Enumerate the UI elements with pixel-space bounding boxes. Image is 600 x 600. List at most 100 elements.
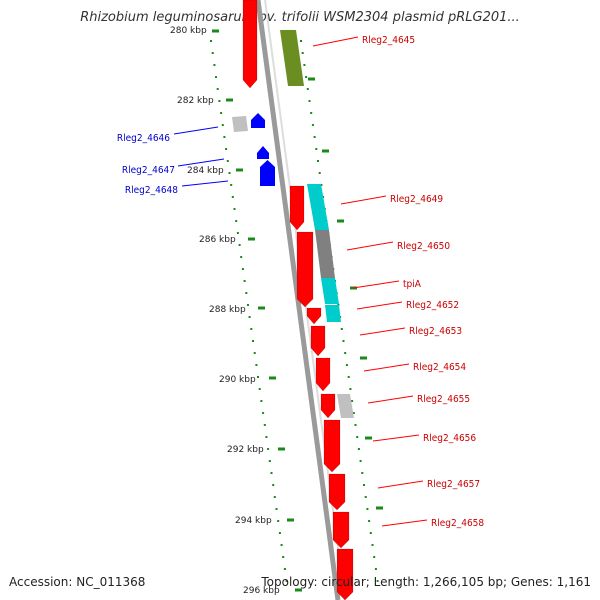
track-dot xyxy=(215,76,217,78)
track-dot xyxy=(210,40,212,42)
forward-gene-arrow xyxy=(332,511,350,549)
kbp-label: 294 kbp xyxy=(235,516,272,526)
track-dot xyxy=(236,232,239,234)
light-gray-feature xyxy=(232,116,248,132)
gray-feature xyxy=(315,230,335,278)
gene-leader-line xyxy=(377,480,424,489)
track-dot xyxy=(366,508,369,510)
map-title: Rhizobium leguminosarum bv. trifolii WSM… xyxy=(80,10,520,25)
gene-label: Rleg2_4658 xyxy=(431,518,484,529)
track-dot xyxy=(216,88,219,90)
gene-label: Rleg2_4657 xyxy=(427,479,480,490)
forward-gene-arrow xyxy=(320,393,336,419)
gene-leader-line xyxy=(181,180,229,187)
track-dot xyxy=(361,472,364,474)
cyan-feature xyxy=(321,278,339,304)
track-dot xyxy=(220,112,223,114)
gene-labels: Rleg2_4645 Rleg2_4646 Rleg2_4647 Rleg2_4648… xyxy=(117,35,485,529)
gene-leader-line xyxy=(356,301,403,310)
track-dot xyxy=(313,136,316,138)
reverse-gene-arrow xyxy=(257,146,269,159)
track-dot xyxy=(226,160,229,162)
track-dot xyxy=(351,400,354,402)
gene-label: Rleg2_4645 xyxy=(362,35,415,46)
track-dot xyxy=(262,412,265,414)
track-dot xyxy=(277,520,280,522)
track-dot xyxy=(258,388,261,390)
track-dot xyxy=(267,448,270,450)
track-dot xyxy=(301,52,304,54)
track-dot xyxy=(374,568,377,570)
track-dot xyxy=(282,556,285,558)
track-dot xyxy=(245,292,248,294)
track-dot xyxy=(359,460,362,462)
track-dot xyxy=(211,52,214,54)
cyan-feature xyxy=(307,184,329,230)
gene-label: Rleg2_4652 xyxy=(406,300,459,311)
track-dot xyxy=(320,184,323,186)
kbp-label: 284 kbp xyxy=(187,166,224,176)
reverse-gene-arrow xyxy=(251,113,265,128)
track-dot xyxy=(230,184,233,186)
forward-gene-arrow xyxy=(310,325,326,357)
track-dot xyxy=(318,172,321,174)
kbp-ticks: 280 kbp 282 kbp 284 kbp 286 kbp 288 kbp 290 k… xyxy=(170,26,383,596)
track-dot xyxy=(342,340,345,342)
gene-label: tpiA xyxy=(403,279,422,290)
gene-leader-line xyxy=(372,434,420,442)
track-dot xyxy=(233,208,236,210)
track-dot xyxy=(270,472,273,474)
track-dot xyxy=(311,124,314,126)
track-dot xyxy=(228,172,231,174)
gene-leader-line xyxy=(177,158,225,167)
track-dot xyxy=(300,40,302,42)
track-dot xyxy=(315,148,318,150)
track-dot xyxy=(250,328,253,330)
track-dot xyxy=(218,100,221,102)
track-dot xyxy=(373,556,376,558)
forward-gene-arrow xyxy=(296,231,314,308)
gene-leader-line xyxy=(346,241,394,251)
gene-label: Rleg2_4647 xyxy=(122,165,175,176)
track-dot xyxy=(238,244,241,246)
track-dot xyxy=(225,148,228,150)
cyan-feature xyxy=(325,305,341,322)
kbp-label: 296 kbp xyxy=(243,586,280,596)
accession-text: Accession: NC_011368 xyxy=(9,575,146,589)
forward-gene-arrow xyxy=(306,307,322,325)
track-dot xyxy=(285,580,288,582)
gene-label: Rleg2_4650 xyxy=(397,241,450,252)
gene-label: Rleg2_4646 xyxy=(117,133,170,144)
forward-gene-arrow xyxy=(323,419,341,473)
kbp-label: 286 kbp xyxy=(199,235,236,245)
track-dot xyxy=(376,580,379,582)
kbp-label: 292 kbp xyxy=(227,445,264,455)
gene-leader-line xyxy=(173,126,219,135)
track-dot xyxy=(310,112,313,114)
track-dot xyxy=(345,364,348,366)
track-dot xyxy=(263,424,266,426)
gene-label: Rleg2_4655 xyxy=(417,394,470,405)
track-dot xyxy=(247,304,249,306)
gene-leader-line xyxy=(352,280,400,289)
forward-gene-arrow xyxy=(242,0,258,89)
forward-gene-arrow xyxy=(289,185,305,231)
track-dot xyxy=(317,160,319,162)
forward-gene-arrow xyxy=(328,473,346,511)
track-dot xyxy=(371,544,374,546)
track-dot xyxy=(265,436,268,438)
track-dot xyxy=(243,280,246,282)
track-dot xyxy=(257,376,259,378)
track-dot xyxy=(260,400,263,402)
gene-leader-line xyxy=(367,395,414,404)
track-dot xyxy=(255,364,258,366)
track-dot xyxy=(356,436,359,438)
gene-leader-line xyxy=(312,36,359,47)
reverse-gene-arrow xyxy=(260,160,275,186)
track-dot xyxy=(221,124,224,126)
track-dot xyxy=(283,568,286,570)
track-dot xyxy=(306,88,309,90)
track-dot xyxy=(369,532,372,534)
track-dot xyxy=(241,268,244,270)
gene-label: Rleg2_4656 xyxy=(423,433,476,444)
